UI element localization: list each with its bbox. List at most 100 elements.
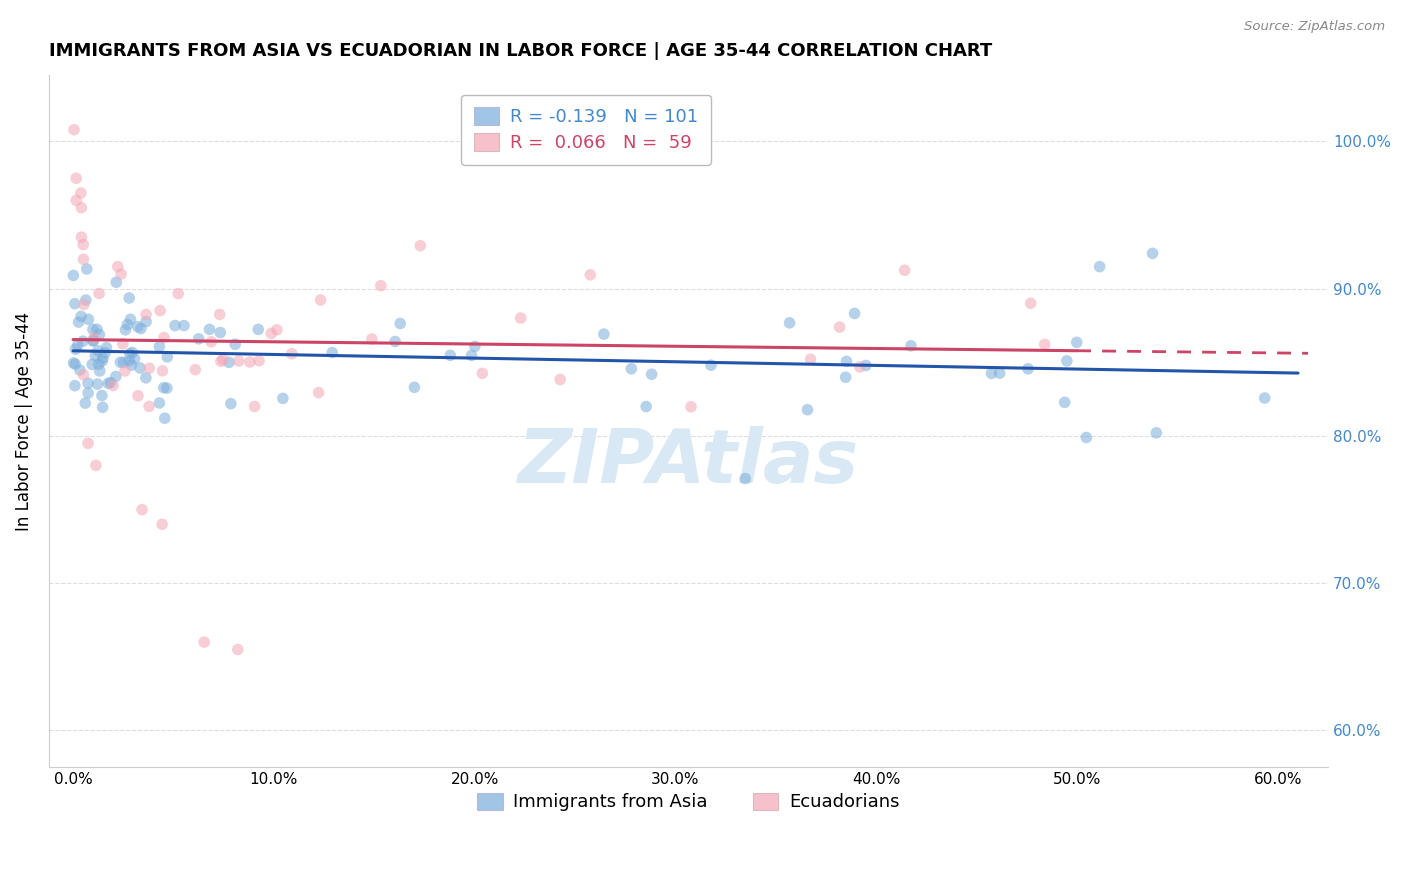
Point (1053, 395, 1076, 409)
Point (75, 293, 97, 307)
Point (91, 401, 114, 415)
Point (243, 400, 266, 414)
Point (127, 319, 149, 334)
Point (260, 326, 283, 341)
Point (849, 359, 872, 374)
Point (91, 351, 114, 365)
Point (321, 345, 343, 359)
Point (105, 275, 128, 289)
Text: Source: ZipAtlas.com: Source: ZipAtlas.com (1244, 20, 1385, 33)
Point (1019, 296, 1042, 310)
Point (83, 331, 105, 345)
Point (138, 400, 160, 414)
Point (389, 317, 412, 331)
Y-axis label: In Labor Force | Age 35-44: In Labor Force | Age 35-44 (15, 311, 32, 531)
Point (308, 385, 330, 400)
Point (636, 400, 658, 414)
Point (84, 458, 107, 473)
Point (77, 386, 100, 401)
Point (228, 354, 250, 368)
Point (65, 194, 87, 208)
Point (187, 332, 209, 346)
Point (72, 237, 94, 252)
Point (247, 322, 270, 336)
Point (114, 364, 136, 378)
Point (1033, 337, 1056, 351)
Point (77, 436, 100, 450)
Point (266, 323, 288, 337)
Point (404, 380, 426, 394)
Point (72, 368, 94, 382)
Legend: Immigrants from Asia, Ecuadorians: Immigrants from Asia, Ecuadorians (465, 780, 912, 824)
Point (834, 370, 856, 384)
Point (796, 402, 818, 417)
Point (165, 318, 187, 333)
Point (70, 186, 93, 200)
Point (471, 367, 494, 381)
Point (734, 472, 756, 486)
Point (127, 389, 149, 403)
Point (138, 361, 160, 376)
Point (281, 347, 304, 361)
Point (592, 327, 614, 342)
Point (65, 342, 87, 356)
Point (101, 378, 124, 392)
Point (844, 306, 866, 320)
Point (198, 322, 221, 336)
Point (835, 354, 858, 368)
Point (82, 358, 104, 372)
Point (200, 334, 222, 349)
Point (63, 296, 86, 310)
Point (107, 260, 129, 274)
Point (209, 326, 232, 340)
Point (70, 310, 93, 324)
Point (62, 268, 84, 283)
Point (1076, 430, 1098, 444)
Point (89, 364, 111, 378)
Point (548, 372, 571, 386)
Point (1254, 391, 1277, 405)
Point (72, 334, 94, 348)
Point (156, 381, 179, 395)
Point (65, 357, 87, 371)
Point (384, 334, 406, 349)
Point (124, 351, 146, 366)
Point (87, 343, 110, 358)
Point (855, 359, 877, 373)
Point (219, 396, 242, 410)
Point (72, 252, 94, 267)
Point (129, 361, 152, 376)
Point (309, 293, 332, 307)
Point (73, 297, 96, 311)
Point (84, 349, 107, 363)
Text: IMMIGRANTS FROM ASIA VS ECUADORIAN IN LABOR FORCE | AGE 35-44 CORRELATION CHART: IMMIGRANTS FROM ASIA VS ECUADORIAN IN LA… (49, 42, 993, 60)
Point (1017, 361, 1039, 376)
Point (173, 318, 195, 333)
Point (82, 322, 104, 336)
Point (239, 355, 262, 369)
Point (149, 303, 172, 318)
Point (66, 338, 89, 352)
Point (118, 354, 141, 368)
Point (1056, 354, 1078, 368)
Point (91, 354, 114, 368)
Point (82, 333, 104, 347)
Point (900, 339, 922, 353)
Point (579, 268, 602, 282)
Point (86, 377, 108, 392)
Point (118, 347, 141, 361)
Point (110, 355, 132, 369)
Point (87, 357, 110, 371)
Point (153, 411, 176, 425)
Point (212, 352, 235, 367)
Point (114, 323, 136, 337)
Point (89, 286, 111, 301)
Point (104, 369, 127, 384)
Point (82, 334, 104, 348)
Point (409, 238, 432, 252)
Point (370, 278, 392, 293)
Point (70, 201, 93, 215)
Point (980, 367, 1002, 381)
Point (150, 517, 173, 532)
Point (118, 291, 141, 305)
